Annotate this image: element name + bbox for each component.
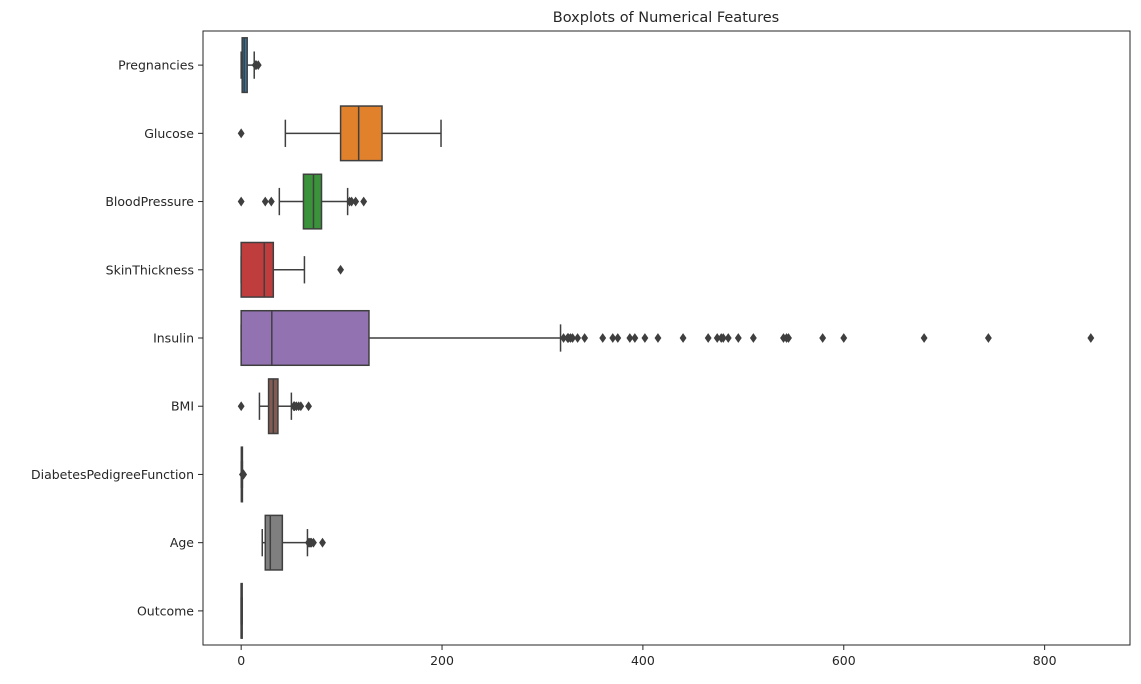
box-insulin [240,309,370,367]
outlier-blood-pressure [267,196,275,207]
outlier-pregnancies [254,60,262,71]
outlier-insulin [749,333,757,343]
outlier-insulin [654,333,662,343]
boxplot-skin-thickness [240,241,345,298]
outlier-glucose [237,128,245,139]
outlier-insulin [614,333,622,343]
outlier-insulin [609,333,617,343]
boxplot-glucose [237,105,442,162]
outlier-insulin [679,333,687,343]
outlier-insulin [984,333,992,343]
outlier-insulin [840,333,848,343]
boxplot-outcome [240,582,243,639]
boxplot-insulin [240,309,1095,367]
outlier-skin-thickness [337,264,345,275]
outlier-insulin [920,333,928,343]
y-tick-label-blood-pressure: BloodPressure [105,194,194,209]
boxplot-age [261,514,326,571]
y-tick-label-diabetes-pedigree-function: DiabetesPedigreeFunction [31,467,194,482]
boxplot-pregnancies [240,37,262,94]
outlier-insulin [785,333,792,343]
y-tick-label-glucose: Glucose [144,126,194,141]
boxplot-bmi [237,378,312,435]
outlier-insulin [734,333,742,343]
outlier-age [319,537,326,548]
x-tick-label: 800 [1033,653,1057,668]
outlier-insulin [641,333,649,343]
outlier-age [310,537,317,548]
outlier-blood-pressure [237,196,245,207]
y-tick-label-pregnancies: Pregnancies [118,58,194,73]
y-tick-label-outcome: Outcome [137,603,194,618]
outlier-bmi [237,401,245,412]
outlier-insulin [599,333,607,343]
x-tick-label: 400 [631,653,655,668]
outlier-insulin [724,333,732,343]
y-tick-label-age: Age [170,535,194,550]
y-axis: Pregnancies Glucose BloodPressure SkinThick… [31,58,203,618]
outlier-bmi [297,401,305,412]
outlier-blood-pressure [360,196,368,207]
y-tick-label-bmi: BMI [171,399,194,414]
y-tick-label-insulin: Insulin [153,331,194,346]
outlier-insulin [1087,333,1095,343]
outlier-blood-pressure [261,196,269,207]
outlier-insulin [626,333,634,343]
x-tick-label: 600 [832,653,856,668]
box-skin-thickness [240,241,275,298]
outlier-insulin [704,333,712,343]
box-blood-pressure [302,173,323,230]
box-glucose [339,105,383,162]
outlier-insulin [581,333,589,343]
chart-title: Boxplots of Numerical Features [553,10,779,26]
x-tick-label: 200 [430,653,454,668]
outlier-insulin [819,333,827,343]
plot-area [237,37,1095,639]
y-tick-label-skin-thickness: SkinThickness [106,262,194,277]
boxplot-diabetes-pedigree-function [239,446,248,503]
outlier-insulin [569,333,577,343]
boxplot-blood-pressure [237,173,368,230]
outlier-insulin [574,333,582,343]
outlier-diabetes-pedigree-function [240,469,248,480]
outlier-blood-pressure [352,196,360,207]
box-age [264,514,284,571]
x-tick-label: 0 [237,653,245,668]
outlier-insulin [631,333,639,343]
outlier-bmi [305,401,312,412]
x-axis: 0 200 400 600 800 [237,645,1057,668]
outlier-insulin [719,333,727,343]
